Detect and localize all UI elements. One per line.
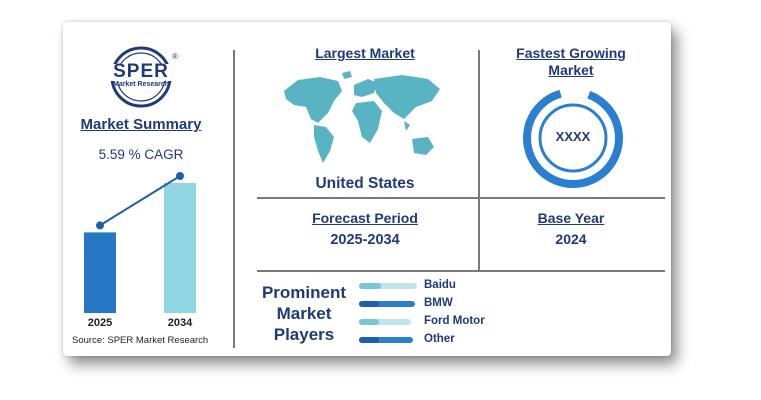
players-title-line2: Market — [276, 304, 332, 323]
players-list: Baidu BMW Ford Motor Other — [356, 278, 496, 348]
divider-top — [257, 197, 665, 199]
player-bar-accent — [359, 337, 379, 343]
chart-tick-label: 2034 — [168, 317, 193, 329]
growth-ring-icon — [521, 86, 625, 195]
player-item-other: Other — [356, 332, 496, 348]
base-year-title: Base Year — [537, 210, 605, 226]
players-title: Prominent Market Players — [252, 282, 356, 345]
divider-left — [233, 50, 235, 348]
chart-bar-2025 — [84, 232, 116, 313]
player-bar — [359, 319, 411, 325]
player-item-ford-motor: Ford Motor — [356, 314, 496, 330]
chart-trend-point — [176, 172, 184, 180]
sper-logo: SPER ® Market Research — [98, 44, 184, 110]
player-bar-accent — [359, 319, 379, 325]
player-bar — [359, 337, 413, 343]
divider-bottom — [257, 270, 665, 272]
player-label: Ford Motor — [424, 315, 485, 327]
player-label: Baidu — [424, 279, 456, 291]
forecast-period-value: 2025-2034 — [330, 232, 400, 248]
world-map-icon — [276, 67, 446, 176]
chart-trend-point — [96, 221, 104, 230]
players-title-line3: Players — [273, 325, 335, 344]
fastest-growing-title-line1: Fastest Growing — [516, 45, 626, 61]
player-bar — [359, 283, 417, 289]
player-item-bmw: BMW — [356, 296, 496, 312]
player-label: BMW — [424, 297, 453, 309]
logo-subtitle: Market Research — [112, 81, 170, 88]
largest-market-title: Largest Market — [315, 45, 415, 61]
growth-bar-chart: 2025 2034 — [84, 172, 196, 329]
player-bar-accent — [359, 283, 381, 289]
logo-name: SPER — [113, 61, 169, 82]
chart-bar-2034 — [164, 183, 196, 313]
chart-trend-line — [99, 175, 181, 227]
chart-tick-label: 2025 — [88, 317, 112, 329]
player-label: Other — [424, 333, 455, 345]
forecast-period-title: Forecast Period — [312, 210, 418, 226]
largest-market-value: United States — [315, 175, 415, 192]
cagr-value: 5.59 % CAGR — [98, 147, 184, 162]
players-title-line1: Prominent — [261, 283, 347, 302]
player-bar — [359, 301, 415, 307]
fastest-growing-value: XXXX — [555, 129, 591, 144]
divider-mid — [478, 50, 480, 270]
player-bar-accent — [359, 301, 379, 307]
player-item-baidu: Baidu — [356, 278, 496, 294]
fastest-growing-title-line2: Market — [548, 62, 594, 78]
logo-registered-mark: ® — [172, 52, 178, 61]
source-note: Source: SPER Market Research — [72, 335, 209, 346]
base-year-value: 2024 — [555, 231, 587, 247]
market-summary-title: Market Summary — [80, 116, 202, 133]
